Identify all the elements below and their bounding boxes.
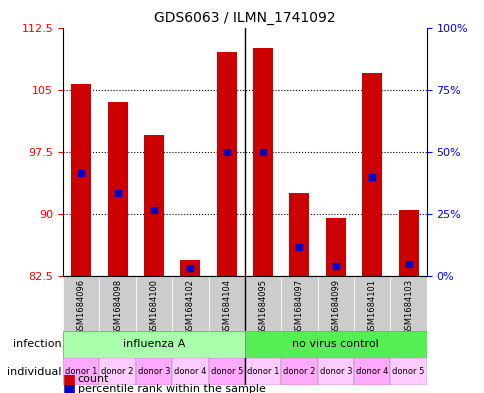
FancyBboxPatch shape [208, 358, 244, 385]
Bar [325, 218, 345, 276]
Bar [253, 48, 272, 276]
Bar [362, 73, 381, 276]
FancyBboxPatch shape [317, 276, 353, 331]
FancyBboxPatch shape [244, 358, 281, 385]
FancyBboxPatch shape [317, 358, 353, 385]
FancyBboxPatch shape [353, 358, 390, 385]
Bar [398, 210, 418, 276]
Text: GSM1684102: GSM1684102 [185, 279, 195, 335]
Text: donor 4: donor 4 [174, 367, 206, 376]
Bar [71, 84, 91, 276]
Text: GSM1684100: GSM1684100 [149, 279, 158, 335]
FancyBboxPatch shape [63, 276, 99, 331]
Bar [289, 193, 309, 276]
Text: donor 4: donor 4 [355, 367, 388, 376]
Text: GSM1684097: GSM1684097 [294, 279, 303, 335]
FancyBboxPatch shape [390, 358, 426, 385]
FancyBboxPatch shape [99, 358, 136, 385]
Text: donor 3: donor 3 [137, 367, 170, 376]
FancyBboxPatch shape [244, 331, 426, 358]
FancyBboxPatch shape [172, 276, 208, 331]
Text: no virus control: no virus control [292, 339, 378, 349]
Text: donor 2: donor 2 [101, 367, 134, 376]
Text: GSM1684103: GSM1684103 [403, 279, 412, 335]
Text: GSM1684095: GSM1684095 [258, 279, 267, 335]
Text: percentile rank within the sample: percentile rank within the sample [77, 384, 265, 393]
Text: influenza A: influenza A [122, 339, 185, 349]
Text: GSM1684096: GSM1684096 [76, 279, 86, 335]
FancyBboxPatch shape [281, 276, 317, 331]
FancyBboxPatch shape [390, 276, 426, 331]
Text: GSM1684104: GSM1684104 [222, 279, 231, 335]
Title: GDS6063 / ILMN_1741092: GDS6063 / ILMN_1741092 [154, 11, 335, 25]
Text: donor 2: donor 2 [283, 367, 315, 376]
Text: infection: infection [13, 339, 61, 349]
FancyBboxPatch shape [353, 276, 390, 331]
Text: ■: ■ [63, 382, 76, 393]
Text: donor 1: donor 1 [65, 367, 97, 376]
Text: GSM1684098: GSM1684098 [113, 279, 122, 335]
FancyBboxPatch shape [136, 276, 172, 331]
FancyBboxPatch shape [63, 358, 99, 385]
Text: ■: ■ [63, 372, 76, 386]
Bar [216, 52, 236, 276]
FancyBboxPatch shape [136, 358, 172, 385]
Text: donor 5: donor 5 [392, 367, 424, 376]
Bar [107, 102, 127, 276]
FancyBboxPatch shape [244, 276, 281, 331]
FancyBboxPatch shape [172, 358, 208, 385]
Text: individual: individual [7, 367, 61, 376]
Text: donor 5: donor 5 [210, 367, 242, 376]
Text: GSM1684101: GSM1684101 [367, 279, 376, 335]
Bar [180, 260, 200, 276]
Bar [144, 135, 164, 276]
FancyBboxPatch shape [281, 358, 317, 385]
Text: count: count [77, 374, 109, 384]
Text: GSM1684099: GSM1684099 [331, 279, 340, 335]
FancyBboxPatch shape [99, 276, 136, 331]
FancyBboxPatch shape [208, 276, 244, 331]
Text: donor 3: donor 3 [319, 367, 351, 376]
Text: donor 1: donor 1 [246, 367, 279, 376]
FancyBboxPatch shape [63, 331, 244, 358]
